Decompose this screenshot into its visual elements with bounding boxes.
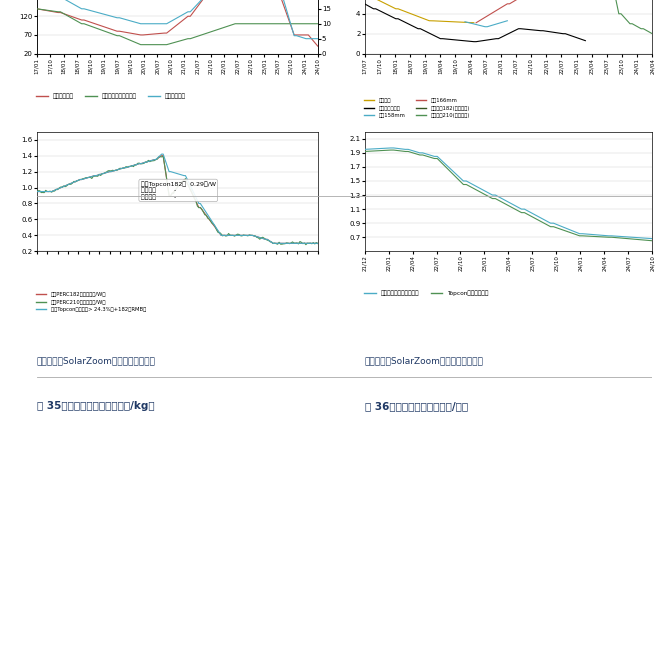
Text: 数据来源：SolarZoom，东吴证券研究所: 数据来源：SolarZoom，东吴证券研究所 <box>365 159 484 168</box>
Legend: 单晶大尺寸组件（单面）, Topcon组件（双面）: 单晶大尺寸组件（单面）, Topcon组件（双面） <box>362 288 490 298</box>
Text: 图 35：多晶硅价格走势（美元/kg）: 图 35：多晶硅价格走势（美元/kg） <box>37 401 155 411</box>
Text: 图 31：多晶硅价格走势（元/kg）: 图 31：多晶硅价格走势（元/kg） <box>37 8 148 19</box>
Text: 图 36：硅片价格走势（美元/片）: 图 36：硅片价格走势（美元/片） <box>365 401 468 411</box>
Legend: 单晶PERC182电池片（元/W）, 单晶PERC210电池片（元/W）, 双面Topcon电池片（> 24.3%）+182（RMB）: 单晶PERC182电池片（元/W）, 单晶PERC210电池片（元/W）, 双面… <box>34 290 148 315</box>
Text: 图 34：组件价格走势（元/W）: 图 34：组件价格走势（元/W） <box>365 206 467 216</box>
Text: 双面Topcon182：  0.29元/W
周涨跌：         -
月涨跌：         -: 双面Topcon182： 0.29元/W 周涨跌： - 月涨跌： - <box>140 181 216 200</box>
Legend: 单晶硅片, 多晶金刚线硅片, 单晶158mm, 单晶166mm, 单晶硅片182(一线厂商), 单晶硅片210(一线厂商): 单晶硅片, 多晶金刚线硅片, 单晶158mm, 单晶166mm, 单晶硅片182… <box>361 96 472 120</box>
Text: 数据来源：SolarZoom，东吴证券研究所: 数据来源：SolarZoom，东吴证券研究所 <box>37 357 156 366</box>
Text: 数据来源：SolarZoom，东吴证券研究所: 数据来源：SolarZoom，东吴证券研究所 <box>37 159 156 168</box>
Text: 图 32：硅片价格走势（元/片）: 图 32：硅片价格走势（元/片） <box>365 8 462 19</box>
Text: 数据来源：SolarZoom，东吴证券研究所: 数据来源：SolarZoom，东吴证券研究所 <box>365 357 484 366</box>
Text: 图 33：电池片价格走势（元/W）: 图 33：电池片价格走势（元/W） <box>37 206 145 216</box>
Legend: 国产单晶用料, 进口一级硅料（右轴）, 国产多晶用料: 国产单晶用料, 进口一级硅料（右轴）, 国产多晶用料 <box>34 90 188 101</box>
